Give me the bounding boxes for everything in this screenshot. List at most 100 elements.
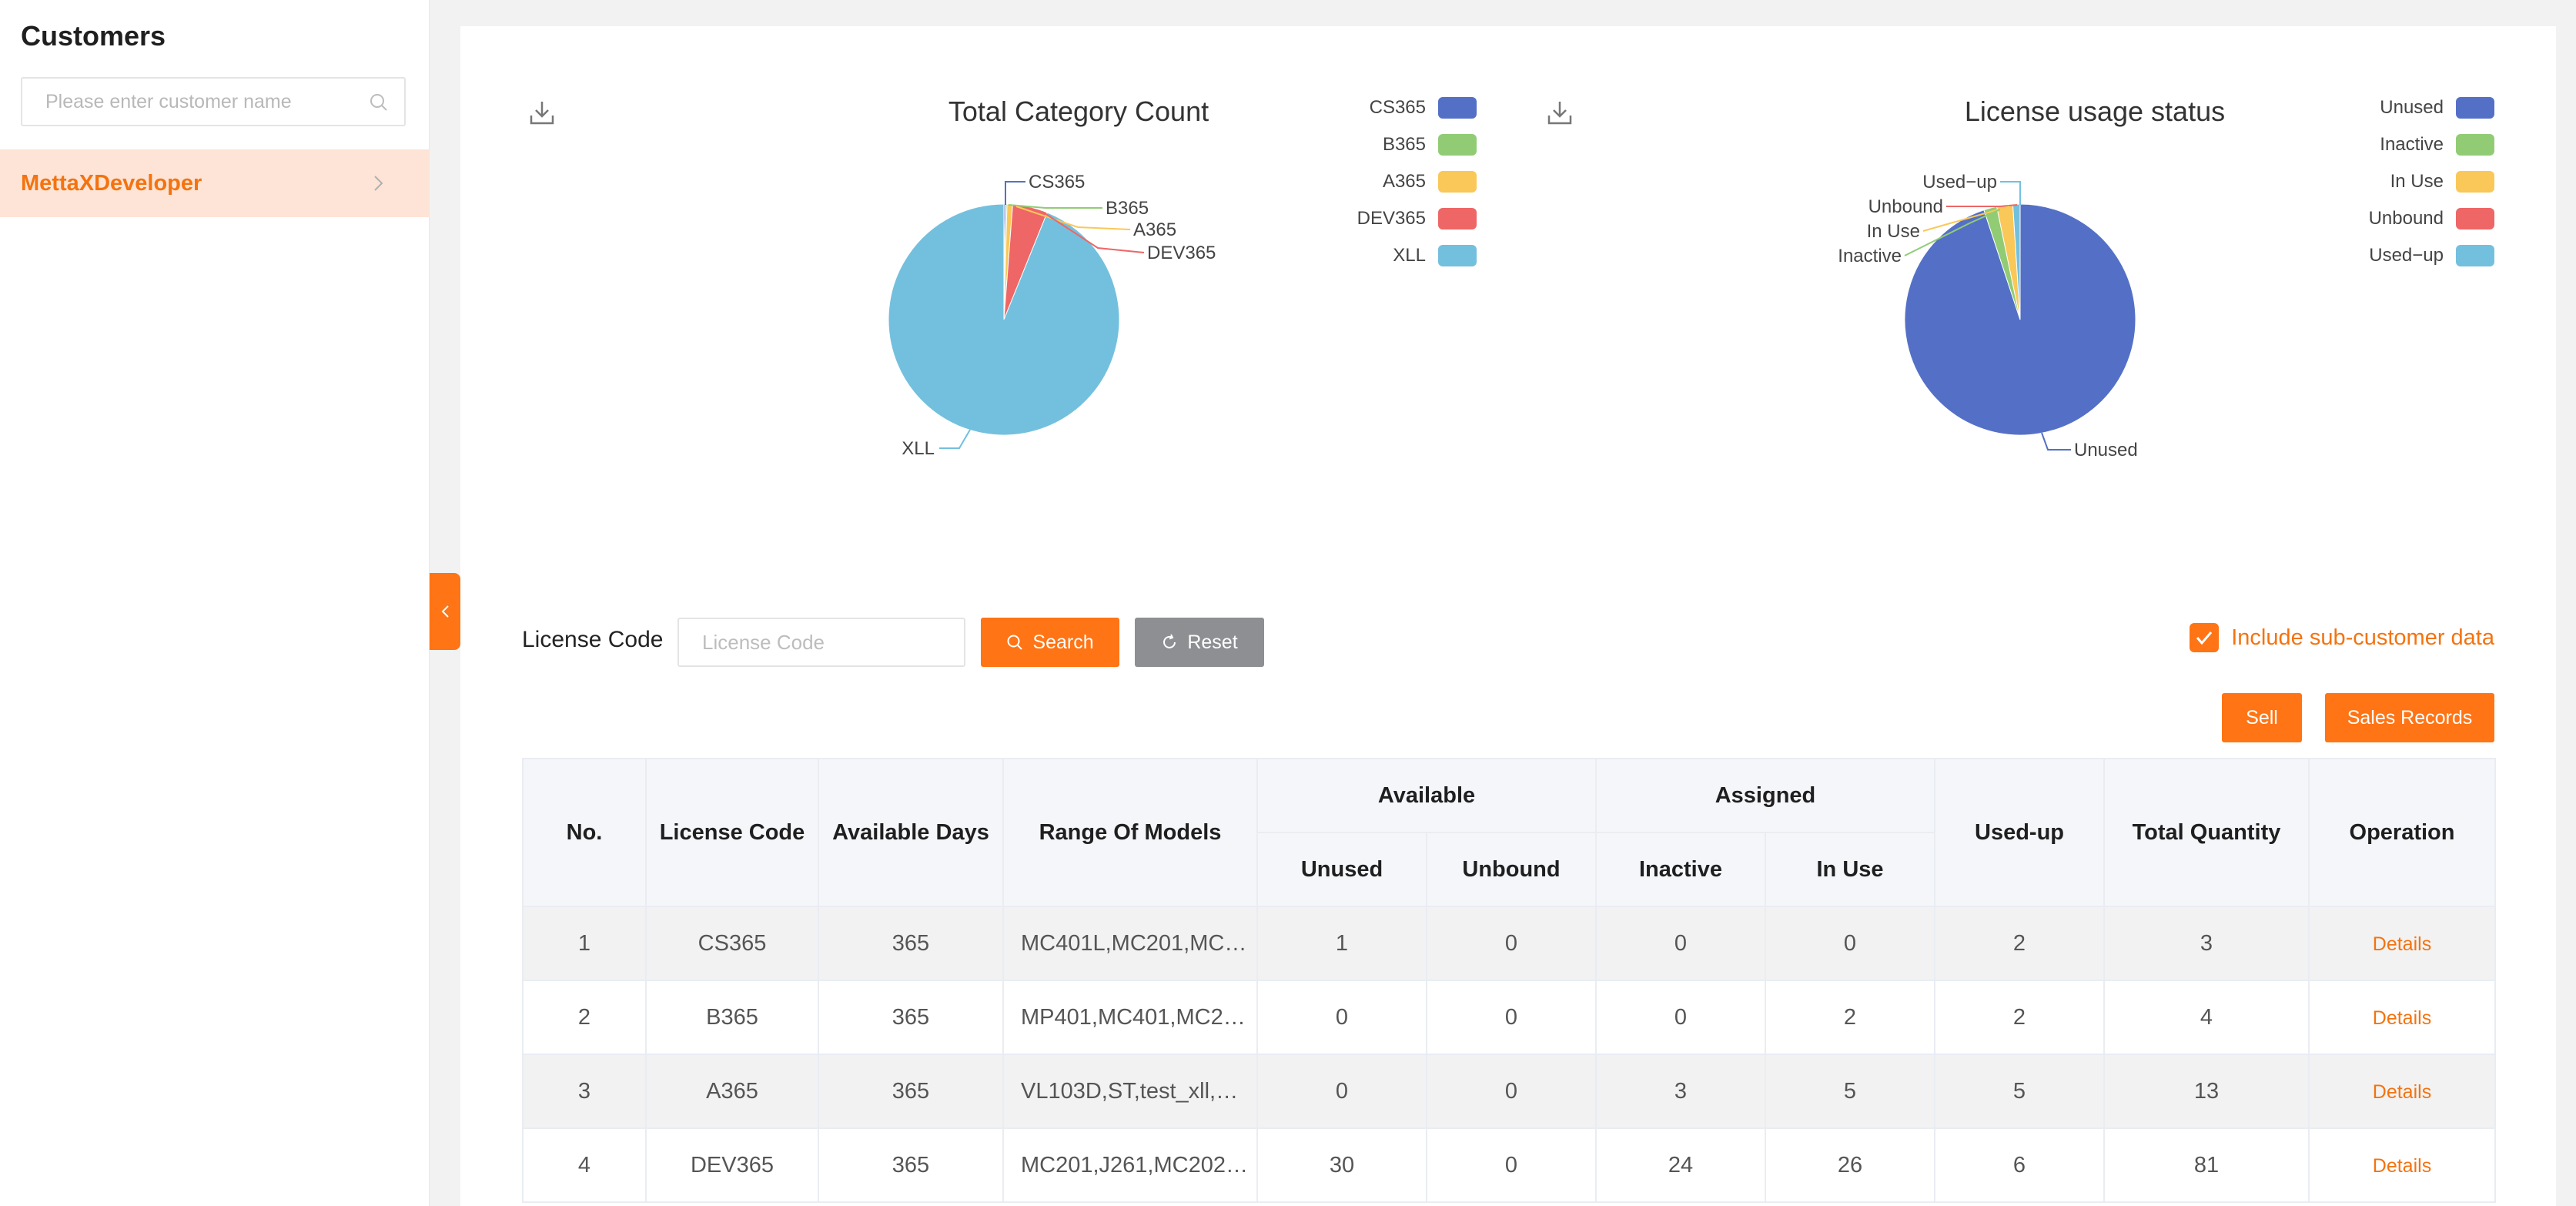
cell-range-of-models: MC401L,MC201,MC…: [1002, 906, 1258, 981]
cell-operation: Details: [2308, 1127, 2496, 1203]
sidebar: Customers MettaXDeveloper: [0, 0, 430, 1206]
cell-used-up: 2: [1934, 980, 2105, 1055]
pie-label: Inactive: [1838, 246, 1902, 266]
col-header-used-up: Used-up: [1934, 758, 2105, 907]
legend-item[interactable]: In Use: [2325, 171, 2494, 193]
cell-unbound: 0: [1426, 1054, 1597, 1129]
pie-label-line: [2000, 181, 2021, 205]
cell-available-days: 365: [818, 906, 1004, 981]
cell-no: 4: [522, 1127, 647, 1203]
col-header-operation: Operation: [2308, 758, 2496, 907]
legend-item[interactable]: Unbound: [2325, 208, 2494, 229]
cell-no: 3: [522, 1054, 647, 1129]
search-icon: [1007, 635, 1023, 650]
customer-search[interactable]: [21, 77, 406, 126]
cell-used-up: 2: [1934, 906, 2105, 981]
include-sub-customer-checkbox[interactable]: Include sub-customer data: [2190, 622, 2494, 653]
sell-button[interactable]: Sell: [2222, 693, 2302, 742]
category-chart-title: Total Category Count: [948, 95, 1209, 127]
search-icon[interactable]: [369, 92, 389, 112]
pie-label: In Use: [1867, 221, 1920, 242]
cell-available-days: 365: [818, 1054, 1004, 1129]
col-header-unbound: Unbound: [1426, 832, 1597, 907]
include-sub-customer-label: Include sub-customer data: [2231, 625, 2494, 650]
cell-unbound: 0: [1426, 906, 1597, 981]
refresh-icon: [1163, 634, 1176, 648]
legend-swatch: [2456, 245, 2494, 266]
table-row: 1 CS365 365 MC401L,MC201,MC… 1 0 0 0 2 3…: [522, 906, 2496, 981]
pie-label: DEV365: [1147, 243, 1216, 263]
customer-item[interactable]: MettaXDeveloper: [0, 149, 429, 217]
cell-unused: 1: [1256, 906, 1427, 981]
cell-available-days: 365: [818, 980, 1004, 1055]
col-header-total-quantity: Total Quantity: [2103, 758, 2310, 907]
details-link[interactable]: Details: [2372, 1154, 2432, 1177]
cell-in-use: 2: [1765, 980, 1935, 1055]
legend-item[interactable]: B365: [1307, 134, 1477, 156]
legend-item[interactable]: Inactive: [2325, 134, 2494, 156]
legend-item[interactable]: A365: [1307, 171, 1477, 193]
pie-label: Used−up: [1922, 172, 1997, 193]
pie-label: Unbound: [1868, 196, 1943, 217]
cell-unused: 30: [1256, 1127, 1427, 1203]
license-code-input[interactable]: [677, 618, 965, 667]
pie-label-line: [1946, 204, 2018, 207]
col-header-license-code: License Code: [645, 758, 819, 907]
legend-swatch: [2456, 208, 2494, 229]
cell-no: 2: [522, 980, 647, 1055]
details-link[interactable]: Details: [2372, 933, 2432, 955]
pie-label-line: [939, 429, 971, 449]
pie-label-line: [1008, 204, 1102, 209]
search-button[interactable]: Search: [981, 618, 1119, 667]
pie-label: CS365: [1029, 172, 1085, 193]
cell-license-code: DEV365: [645, 1127, 819, 1203]
pie-slice-xll[interactable]: [888, 203, 1120, 436]
sales-records-button[interactable]: Sales Records: [2325, 693, 2494, 742]
legend-item[interactable]: Unused: [2325, 97, 2494, 119]
reset-button[interactable]: Reset: [1135, 618, 1264, 667]
cell-range-of-models: VL103D,ST,test_xll,…: [1002, 1054, 1258, 1129]
cell-license-code: CS365: [645, 906, 819, 981]
cell-license-code: B365: [645, 980, 819, 1055]
pie-label: XLL: [902, 438, 935, 459]
details-link[interactable]: Details: [2372, 1080, 2432, 1103]
legend-item[interactable]: Used−up: [2325, 245, 2494, 266]
cell-total-quantity: 13: [2103, 1054, 2310, 1129]
cell-in-use: 5: [1765, 1054, 1935, 1129]
legend-swatch: [2456, 97, 2494, 119]
col-header-no: No.: [522, 758, 647, 907]
checkbox-checked-icon[interactable]: [2190, 623, 2220, 652]
download-icon[interactable]: [1546, 99, 1574, 126]
legend-label: XLL: [1393, 245, 1426, 266]
legend-swatch: [1438, 208, 1477, 229]
cell-operation: Details: [2308, 906, 2496, 981]
cell-unused: 0: [1256, 980, 1427, 1055]
legend-label: A365: [1382, 171, 1426, 192]
legend-item[interactable]: DEV365: [1307, 208, 1477, 229]
customer-search-input[interactable]: [45, 79, 369, 125]
col-header-range-of-models: Range Of Models: [1002, 758, 1258, 907]
col-header-unused: Unused: [1256, 832, 1427, 907]
legend-swatch: [1438, 134, 1477, 156]
usage-legend: Unused Inactive In Use Unbound Used−up: [2325, 97, 2494, 274]
legend-swatch: [2456, 171, 2494, 193]
pie-label-line: [1042, 211, 1145, 253]
col-header-in-use: In Use: [1765, 832, 1935, 907]
pie-label: Unused: [2074, 440, 2138, 461]
collapse-sidebar-button[interactable]: [430, 573, 460, 650]
search-button-label: Search: [1032, 631, 1094, 653]
legend-item[interactable]: CS365: [1307, 97, 1477, 119]
cell-range-of-models: MC201,J261,MC202…: [1002, 1127, 1258, 1203]
cell-inactive: 3: [1595, 1054, 1766, 1129]
sell-button-label: Sell: [2246, 706, 2278, 729]
details-link[interactable]: Details: [2372, 1007, 2432, 1029]
cell-unbound: 0: [1426, 1127, 1597, 1203]
pie-label-line: [1904, 209, 2001, 256]
legend-item[interactable]: XLL: [1307, 245, 1477, 266]
legend-swatch: [1438, 245, 1477, 266]
cell-in-use: 26: [1765, 1127, 1935, 1203]
usage-pie-chart[interactable]: Used−up Unbound In Use Inactive Unused: [1769, 165, 2462, 511]
download-icon[interactable]: [528, 99, 556, 126]
col-header-inactive: Inactive: [1595, 832, 1766, 907]
